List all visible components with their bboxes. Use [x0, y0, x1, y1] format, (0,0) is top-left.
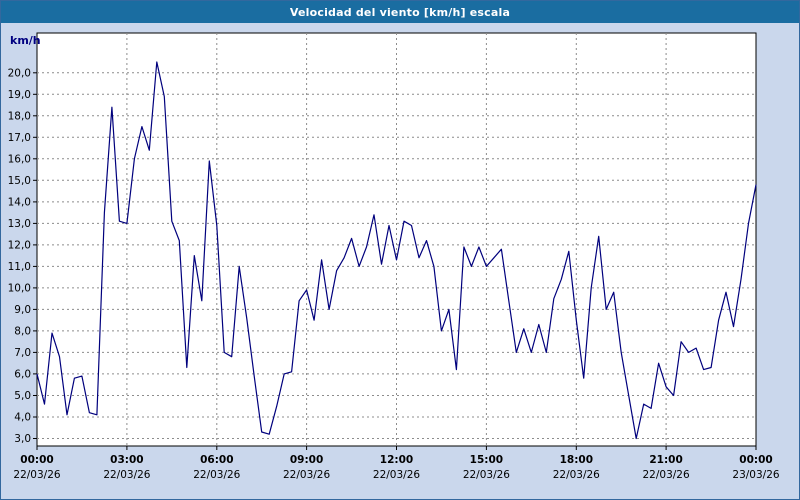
y-tick-label: 19,0: [8, 89, 31, 101]
y-tick-label: 7,0: [14, 347, 31, 359]
y-tick-label: 10,0: [8, 282, 31, 294]
y-tick-label: 6,0: [14, 368, 31, 380]
x-tick-time-label: 12:00: [380, 454, 413, 466]
x-tick-time-label: 09:00: [290, 454, 323, 466]
x-tick-date-label: 22/03/26: [13, 469, 60, 481]
x-tick-time-label: 00:00: [739, 454, 772, 466]
y-tick-label: 18,0: [8, 110, 31, 122]
x-tick-time-label: 15:00: [470, 454, 503, 466]
x-tick-date-label: 23/03/26: [732, 469, 779, 481]
x-tick-time-label: 03:00: [110, 454, 143, 466]
y-tick-label: 8,0: [14, 325, 31, 337]
x-tick-time-label: 06:00: [200, 454, 233, 466]
y-tick-label: 16,0: [8, 153, 31, 165]
y-tick-label: 14,0: [8, 196, 31, 208]
y-tick-label: 3,0: [14, 433, 31, 445]
y-tick-label: 17,0: [8, 132, 31, 144]
wind-speed-line: [36, 61, 757, 440]
x-tick-date-label: 22/03/26: [283, 469, 330, 481]
x-tick-date-label: 22/03/26: [463, 469, 510, 481]
y-tick-label: 20,0: [8, 67, 31, 79]
y-tick-label: 5,0: [14, 390, 31, 402]
y-axis-unit-label: km/h: [10, 34, 41, 47]
y-tick-label: 11,0: [8, 261, 31, 273]
title-bar: Velocidad del viento [km/h] escala: [1, 1, 799, 23]
x-tick-date-label: 22/03/26: [373, 469, 420, 481]
y-tick-label: 4,0: [14, 412, 31, 424]
y-tick-label: 15,0: [8, 175, 31, 187]
x-tick-time-label: 21:00: [649, 454, 682, 466]
x-tick-date-label: 22/03/26: [553, 469, 600, 481]
y-tick-label: 9,0: [14, 304, 31, 316]
x-tick-time-label: 18:00: [560, 454, 593, 466]
y-tick-label: 12,0: [8, 239, 31, 251]
x-tick-date-label: 22/03/26: [193, 469, 240, 481]
x-tick-time-label: 00:00: [20, 454, 53, 466]
x-tick-date-label: 22/03/26: [103, 469, 150, 481]
x-tick-date-label: 22/03/26: [643, 469, 690, 481]
y-tick-label: 13,0: [8, 218, 31, 230]
chart-svg: 3,0 4,0 5,0 6,0 7,0 8,0 9,0 10,0 11,0 12,0 13,0 14,…: [8, 32, 780, 481]
window-title: Velocidad del viento [km/h] escala: [289, 5, 511, 19]
